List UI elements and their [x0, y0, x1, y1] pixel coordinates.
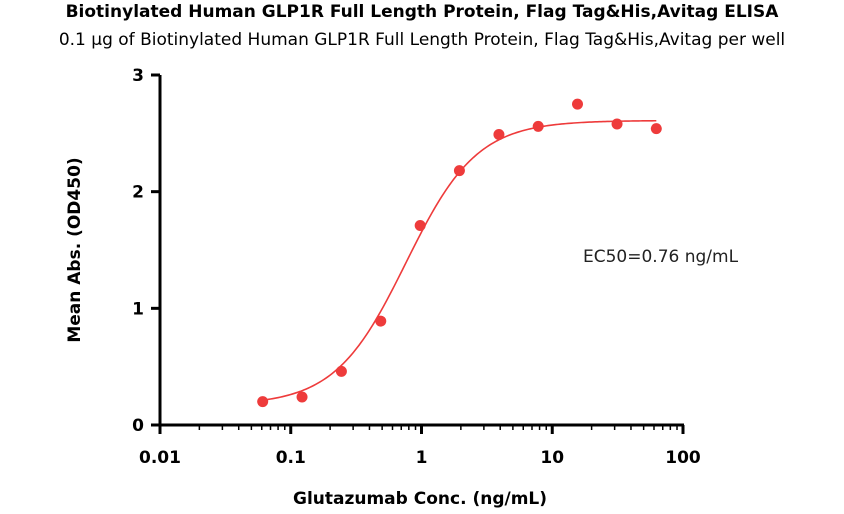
- x-tick-label: 0.01: [139, 448, 181, 468]
- y-tick-label: 1: [132, 299, 144, 319]
- data-point: [650, 123, 662, 135]
- data-point: [296, 391, 308, 403]
- data-point: [414, 220, 426, 231]
- x-axis-title: Glutazumab Conc. (ng/mL): [293, 489, 547, 509]
- data-point: [257, 396, 269, 408]
- data-point: [611, 118, 623, 130]
- x-tick-label: 0.1: [276, 448, 306, 468]
- y-tick-label: 0: [132, 416, 144, 436]
- data-point: [453, 165, 465, 177]
- data-point: [375, 315, 387, 327]
- data-point: [572, 98, 584, 110]
- ec50-annotation: EC50=0.76 ng/mL: [583, 247, 739, 267]
- data-point: [532, 120, 544, 132]
- chart-subtitle: 0.1 μg of Biotinylated Human GLP1R Full …: [58, 30, 786, 50]
- data-point: [335, 365, 347, 377]
- data-point: [493, 129, 505, 140]
- points-layer: [257, 98, 662, 408]
- y-tick-label: 2: [132, 183, 144, 203]
- x-tick-label: 100: [665, 448, 701, 468]
- y-axis-title: Mean Abs. (OD450): [65, 157, 85, 342]
- y-tick-label: 3: [132, 66, 144, 86]
- chart-title: Biotinylated Human GLP1R Full Length Pro…: [65, 2, 779, 22]
- x-tick-label: 10: [540, 448, 564, 468]
- axes: 0.01 0.1 1 10 100 0 1 2 3: [132, 66, 701, 468]
- x-tick-label: 1: [416, 448, 428, 468]
